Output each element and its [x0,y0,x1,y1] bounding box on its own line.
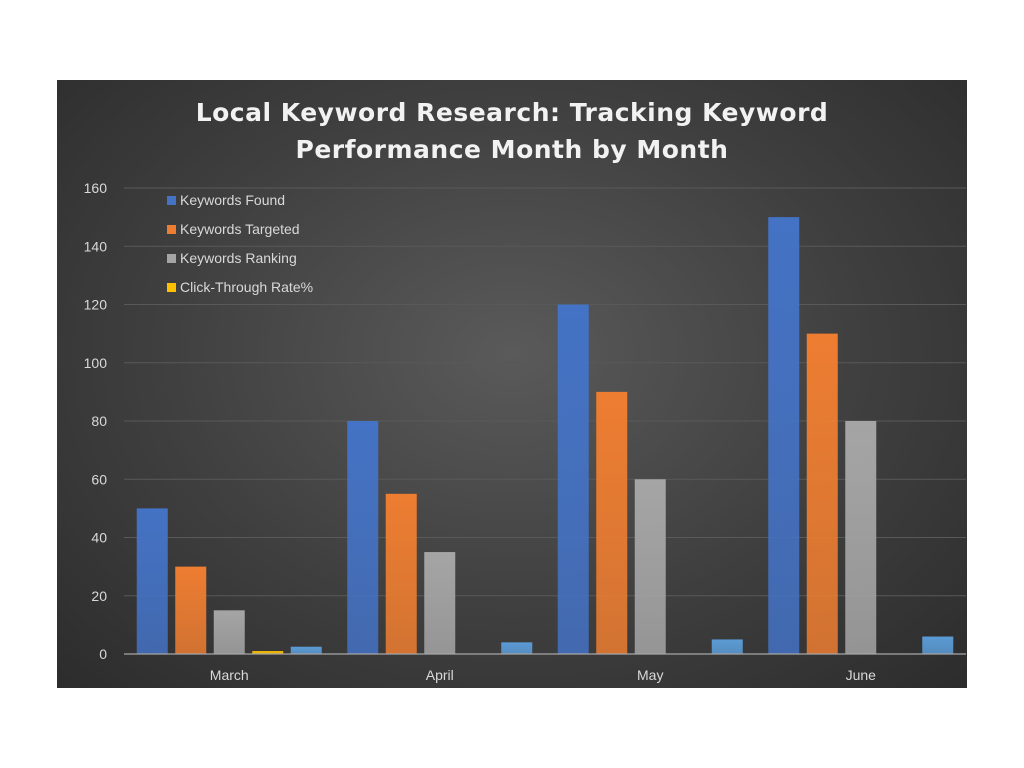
x-tick-label: March [210,667,249,683]
y-tick-label: 140 [84,238,108,254]
bar-series-5-march [290,646,322,654]
y-tick-label: 0 [99,646,107,662]
bar-layer [136,217,954,654]
x-tick-label: April [426,667,454,683]
legend-swatch [167,254,176,263]
chart-title-line-1: Local Keyword Research: Tracking Keyword [195,98,829,127]
bar-keywords-found-april [347,421,379,654]
chart-title: Local Keyword Research: Tracking Keyword… [57,94,967,168]
chart-panel: Local Keyword Research: Tracking Keyword… [57,80,967,688]
bar-keywords-targeted-june [806,333,838,654]
y-tick-label: 100 [84,355,108,371]
bar-keywords-ranking-may [634,479,666,654]
bar-keywords-targeted-april [385,493,417,654]
axis-layer: 0 20 40 60 80 100 120 140 160 March April May June [84,180,966,683]
bar-keywords-targeted-may [596,391,628,654]
bar-keywords-found-may [557,304,589,654]
bar-series-5-june [922,636,954,654]
legend-label: Click-Through Rate% [180,279,313,295]
bar-series-5-april [501,642,533,654]
x-tick-label: June [846,667,877,683]
bar-keywords-ranking-april [424,552,456,654]
legend-swatch [167,225,176,234]
bar-keywords-found-june [768,217,800,654]
y-tick-label: 60 [91,471,107,487]
bar-keywords-targeted-march [175,566,207,654]
y-tick-label: 20 [91,588,107,604]
chart-svg: 0 20 40 60 80 100 120 140 160 March April May June K… [84,180,966,683]
y-tick-label: 160 [84,180,108,196]
legend-label: Keywords Ranking [180,250,297,266]
legend-swatch [167,283,176,292]
legend-label: Keywords Targeted [180,221,300,237]
y-tick-label: 40 [91,530,107,546]
y-tick-label: 120 [84,297,108,313]
y-tick-label: 80 [91,413,107,429]
bar-click-through-rate--march [252,651,284,654]
legend: Keywords Found Keywords Targeted Keywords … [167,192,313,295]
bar-keywords-found-march [136,508,168,654]
chart-title-line-2: Performance Month by Month [295,135,729,164]
legend-swatch [167,196,176,205]
legend-label: Keywords Found [180,192,285,208]
bar-keywords-ranking-march [213,610,245,654]
x-tick-label: May [637,667,663,683]
bar-series-5-may [711,639,743,654]
bar-keywords-ranking-june [845,421,877,654]
